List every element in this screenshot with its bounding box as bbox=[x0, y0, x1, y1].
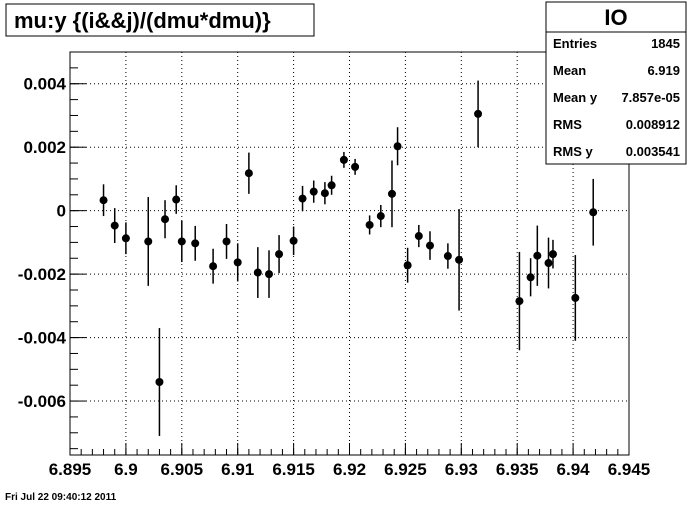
x-tick-label: 6.945 bbox=[608, 460, 651, 479]
data-point bbox=[376, 212, 385, 221]
y-tick-label: -0.004 bbox=[18, 329, 67, 348]
data-point bbox=[191, 239, 200, 248]
data-point bbox=[365, 220, 374, 229]
data-point bbox=[403, 261, 412, 270]
stats-rows: Entries 1845 Mean 6.919 Mean y 7.857e-05 RMS 0.… bbox=[553, 36, 680, 159]
axis-ticks bbox=[69, 67, 630, 455]
stats-value: 7.857e-05 bbox=[621, 90, 680, 105]
data-point bbox=[289, 236, 298, 245]
data-point bbox=[320, 189, 329, 198]
data-point bbox=[275, 250, 284, 259]
title-box: mu:y {(i&&j)/(dmu*dmu)} bbox=[5, 3, 315, 37]
x-tick-label: 6.895 bbox=[49, 460, 92, 479]
stats-label: RMS y bbox=[553, 144, 594, 159]
stats-value: 1845 bbox=[651, 36, 680, 51]
stats-value: 6.919 bbox=[647, 63, 680, 78]
data-point bbox=[121, 234, 130, 243]
x-tick-label: 6.92 bbox=[333, 460, 366, 479]
data-point bbox=[455, 255, 464, 264]
y-tick-label: -0.006 bbox=[18, 392, 66, 411]
data-point bbox=[544, 259, 553, 268]
stats-label: Mean y bbox=[553, 90, 598, 105]
stats-label: Mean bbox=[553, 63, 586, 78]
timestamp: Fri Jul 22 09:40:12 2011 bbox=[5, 492, 117, 503]
x-tick-label: 6.93 bbox=[445, 460, 478, 479]
data-point bbox=[327, 181, 336, 190]
grid-lines bbox=[70, 52, 629, 455]
data-point bbox=[209, 262, 218, 271]
data-point bbox=[414, 232, 423, 241]
data-point bbox=[99, 196, 108, 205]
x-tick-label: 6.915 bbox=[272, 460, 315, 479]
data-point bbox=[265, 270, 274, 279]
data-points bbox=[99, 80, 598, 436]
data-point bbox=[571, 293, 580, 302]
axis-tick-labels: 6.895 6.9 6.905 6.91 6.915 6.92 6.925 6.93 6.935… bbox=[18, 75, 650, 479]
data-point bbox=[244, 169, 253, 178]
stats-label: RMS bbox=[553, 117, 582, 132]
data-point bbox=[443, 252, 452, 261]
data-point bbox=[222, 237, 231, 246]
data-point bbox=[110, 221, 119, 230]
data-point bbox=[172, 195, 181, 204]
x-tick-label: 6.91 bbox=[221, 460, 254, 479]
data-point bbox=[155, 378, 164, 387]
x-tick-label: 6.935 bbox=[496, 460, 539, 479]
stats-label: Entries bbox=[553, 36, 597, 51]
stats-title: IO bbox=[604, 5, 627, 30]
data-point bbox=[298, 194, 307, 203]
x-tick-label: 6.905 bbox=[161, 460, 204, 479]
data-point bbox=[253, 268, 262, 277]
data-point bbox=[393, 142, 402, 151]
x-tick-label: 6.94 bbox=[557, 460, 591, 479]
data-point bbox=[161, 215, 170, 224]
data-point bbox=[309, 187, 318, 196]
data-point bbox=[515, 297, 524, 306]
data-point bbox=[589, 208, 598, 217]
data-point bbox=[144, 237, 153, 246]
data-point bbox=[233, 258, 242, 267]
y-tick-label: 0 bbox=[57, 202, 66, 221]
y-tick-label: 0.004 bbox=[23, 75, 66, 94]
stats-box: IO Entries 1845 Mean 6.919 Mean y 7.857e-05 RM… bbox=[545, 1, 687, 165]
stats-value: 0.003541 bbox=[626, 144, 680, 159]
data-point bbox=[339, 155, 348, 164]
data-point bbox=[177, 237, 186, 246]
data-point bbox=[351, 162, 360, 171]
x-tick-label: 6.9 bbox=[114, 460, 138, 479]
data-point bbox=[548, 250, 557, 259]
x-tick-label: 6.925 bbox=[384, 460, 427, 479]
data-point bbox=[425, 241, 434, 250]
data-point bbox=[533, 251, 542, 260]
y-tick-label: 0.002 bbox=[23, 138, 66, 157]
data-point bbox=[526, 273, 535, 282]
stats-value: 0.008912 bbox=[626, 117, 680, 132]
data-point bbox=[474, 109, 483, 118]
y-tick-label: -0.002 bbox=[18, 265, 66, 284]
chart-title: mu:y {(i&&j)/(dmu*dmu)} bbox=[14, 8, 271, 33]
data-point bbox=[387, 189, 396, 198]
